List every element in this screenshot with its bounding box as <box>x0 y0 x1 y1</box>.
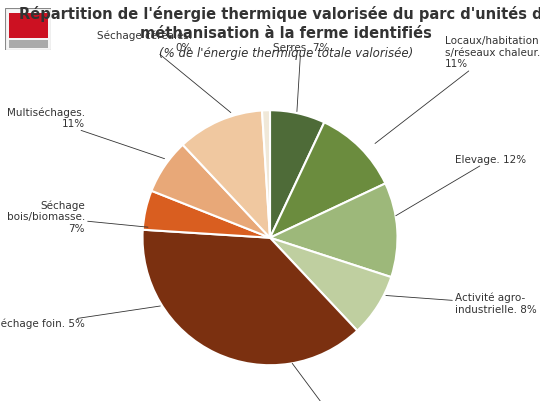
Wedge shape <box>183 110 270 238</box>
Text: méthanisation à la ferme identifiés: méthanisation à la ferme identifiés <box>140 26 432 41</box>
Wedge shape <box>143 191 270 238</box>
FancyBboxPatch shape <box>5 8 51 50</box>
Text: Elevage. 12%: Elevage. 12% <box>396 154 526 216</box>
Text: Séchage
bois/biomasse.
7%: Séchage bois/biomasse. 7% <box>6 200 148 234</box>
Text: Activité agro-
industrielle. 8%: Activité agro- industrielle. 8% <box>386 292 537 314</box>
Text: Répartition de l'énergie thermique valorisée du parc d'unités de: Répartition de l'énergie thermique valor… <box>19 6 540 22</box>
Wedge shape <box>270 183 397 277</box>
FancyBboxPatch shape <box>9 13 48 38</box>
Text: (% de l'énergie thermique totale valorisée): (% de l'énergie thermique totale valoris… <box>159 47 413 60</box>
Text: Traitement
digestat
(Séchage...).
38%: Traitement digestat (Séchage...). 38% <box>292 363 389 401</box>
Text: Locaux/habitation
s/réseaux chaleur.
11%: Locaux/habitation s/réseaux chaleur. 11% <box>375 36 540 144</box>
Text: Serres. 7%: Serres. 7% <box>273 43 329 111</box>
Wedge shape <box>262 110 270 238</box>
Wedge shape <box>151 145 270 238</box>
Wedge shape <box>270 238 392 331</box>
Text: Multiséchages.
11%: Multiséchages. 11% <box>7 107 165 159</box>
Wedge shape <box>143 230 357 365</box>
FancyBboxPatch shape <box>9 40 48 48</box>
Text: Séchage foin. 5%: Séchage foin. 5% <box>0 306 160 329</box>
Text: Séchage céréales.
0%: Séchage céréales. 0% <box>97 30 231 113</box>
Wedge shape <box>270 122 386 238</box>
Wedge shape <box>270 110 325 238</box>
